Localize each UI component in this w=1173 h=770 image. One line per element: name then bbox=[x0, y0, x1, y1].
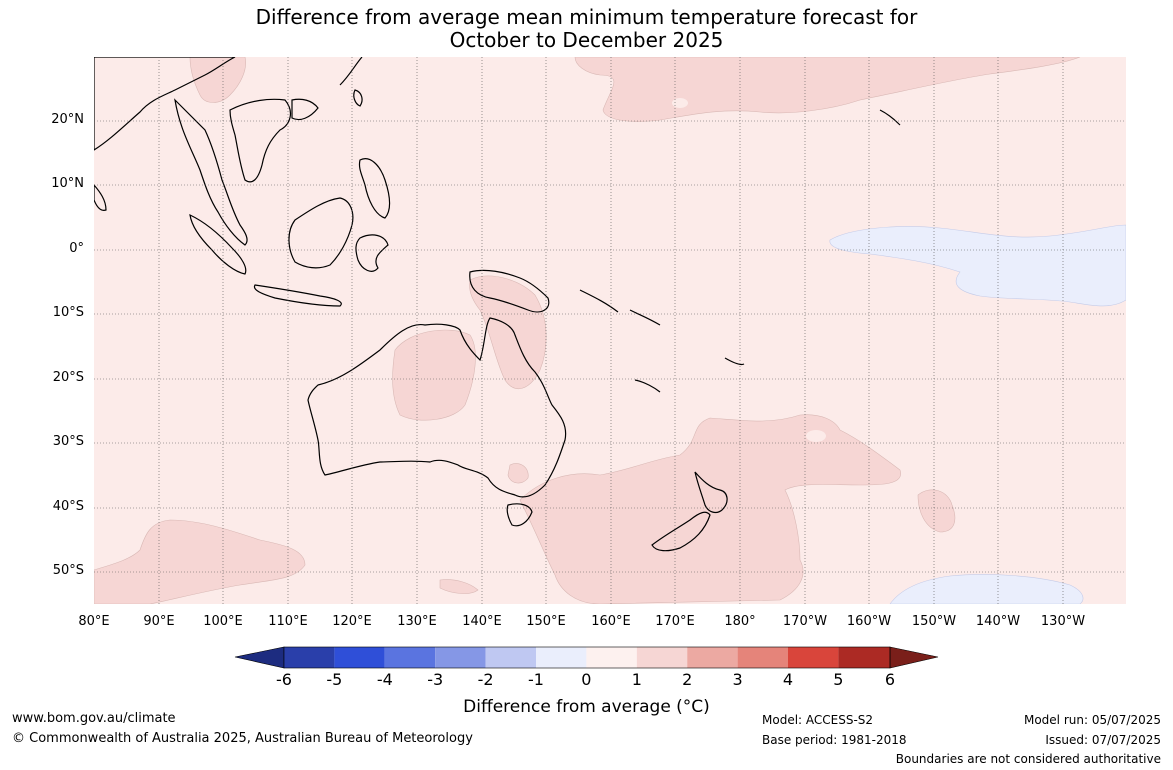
colorbar-segment-4 bbox=[435, 647, 486, 668]
lon-label-150e: 150°E bbox=[526, 614, 566, 629]
colorbar-extension-high bbox=[889, 646, 939, 669]
lon-label-150w: 150°W bbox=[911, 614, 957, 629]
coastline-philippines bbox=[358, 158, 391, 219]
coastline-borneo bbox=[288, 197, 354, 269]
anomaly-small-2 bbox=[439, 579, 479, 594]
anomaly-minus1-to-0-regions bbox=[829, 224, 1126, 604]
colorbar-extension-low bbox=[234, 646, 285, 669]
lon-label-160e: 160°E bbox=[591, 614, 631, 629]
anomaly-central-pacific-small bbox=[917, 489, 956, 533]
footer-base-period: Base period: 1981-2018 bbox=[762, 733, 907, 747]
footer-issued: Issued: 07/07/2025 bbox=[1045, 733, 1161, 747]
lon-label-90e: 90°E bbox=[143, 614, 175, 629]
lon-label-140e: 140°E bbox=[462, 614, 502, 629]
coastline-java bbox=[253, 284, 342, 307]
coastline-india-tip bbox=[94, 184, 107, 211]
colorbar-segment-3 bbox=[384, 647, 436, 668]
anomaly-small-1 bbox=[507, 463, 529, 484]
coastlines bbox=[94, 57, 901, 552]
colorbar-segment-9 bbox=[687, 647, 738, 668]
anomaly-east-asia bbox=[189, 57, 246, 103]
lon-label-120e: 120°E bbox=[332, 614, 372, 629]
colorbar-tick-minus5: -5 bbox=[326, 670, 343, 689]
colorbar-tick-3: 3 bbox=[732, 670, 743, 689]
lon-label-170e: 170°E bbox=[655, 614, 695, 629]
coastline-australia bbox=[307, 317, 567, 498]
lon-label-140w: 140°W bbox=[975, 614, 1021, 629]
coastline-sulawesi bbox=[355, 234, 389, 272]
lon-label-180: 180° bbox=[724, 614, 756, 629]
lat-label-20s: 20°S bbox=[52, 370, 84, 385]
colorbar bbox=[234, 646, 939, 669]
colorbar-tick-minus4: -4 bbox=[376, 670, 393, 689]
coastline-pacific-islands bbox=[579, 289, 745, 393]
colorbar-tick-5: 5 bbox=[833, 670, 844, 689]
colorbar-segment-1 bbox=[284, 647, 335, 668]
map-area bbox=[94, 57, 1126, 604]
lon-label-170w: 170°W bbox=[782, 614, 828, 629]
colorbar-segment-8 bbox=[636, 647, 688, 668]
coastline-tasmania bbox=[506, 503, 533, 527]
footer-copyright: © Commonwealth of Australia 2025, Austra… bbox=[12, 731, 473, 746]
anomaly-tasman-southwest-pacific bbox=[519, 414, 901, 604]
colorbar-tick-6: 6 bbox=[884, 670, 896, 689]
lat-label-10n: 10°N bbox=[51, 176, 84, 191]
colorbar-tick-0: 0 bbox=[581, 670, 592, 689]
colorbar-segment-12 bbox=[838, 647, 890, 668]
footer-model: Model: ACCESS-S2 bbox=[762, 713, 874, 727]
colorbar-segment-2 bbox=[334, 647, 385, 668]
lat-label-20n: 20°N bbox=[51, 112, 84, 127]
gridlines bbox=[94, 57, 1126, 604]
colorbar-title: Difference from average (°C) bbox=[463, 697, 710, 717]
anomaly-equatorial-pacific bbox=[829, 224, 1126, 307]
map-title-line-2: October to December 2025 bbox=[449, 28, 724, 52]
anomaly-southern-pacific bbox=[889, 574, 1084, 604]
colorbar-frame bbox=[283, 646, 891, 669]
colorbar-segment-5 bbox=[485, 647, 536, 668]
colorbar-segment-10 bbox=[737, 647, 788, 668]
lon-label-80e: 80°E bbox=[78, 614, 110, 629]
footer-model-run: Model run: 05/07/2025 bbox=[1023, 713, 1161, 727]
colorbar-segment-7 bbox=[586, 647, 637, 668]
colorbar-tick-minus6: -6 bbox=[276, 670, 292, 689]
anomaly-north-pacific bbox=[574, 57, 1081, 122]
coastline-hawaii bbox=[879, 109, 901, 126]
lon-label-100e: 100°E bbox=[203, 614, 243, 629]
map-title-line-1: Difference from average mean minimum tem… bbox=[255, 5, 918, 29]
footer-disclaimer: Boundaries are not considered authoritat… bbox=[895, 752, 1161, 766]
colorbar-segment-11 bbox=[788, 647, 839, 668]
colorbar-segment-6 bbox=[536, 647, 587, 668]
lon-label-130e: 130°E bbox=[397, 614, 437, 629]
footer-website: www.bom.gov.au/climate bbox=[12, 711, 176, 726]
coastline-new-zealand-south bbox=[651, 511, 711, 552]
lon-label-160w: 160°W bbox=[846, 614, 892, 629]
lat-label-40s: 40°S bbox=[52, 499, 84, 514]
coastline-new-zealand-north bbox=[694, 471, 728, 514]
colorbar-tick-1: 1 bbox=[631, 670, 642, 689]
coastline-mainland-asia bbox=[94, 57, 292, 246]
lat-label-0: 0° bbox=[69, 241, 84, 256]
anomaly-1-to-2-regions bbox=[94, 57, 1081, 604]
lon-label-110e: 110°E bbox=[268, 614, 308, 629]
lat-label-30s: 30°S bbox=[52, 434, 84, 449]
colorbar-tick-minus3: -3 bbox=[427, 670, 444, 689]
anomaly-southern-ocean-west bbox=[94, 519, 306, 604]
coastline-new-guinea bbox=[469, 269, 550, 313]
colorbar-tick-minus2: -2 bbox=[477, 670, 494, 689]
anomaly-north-australia bbox=[392, 329, 476, 421]
colorbar-tick-minus1: -1 bbox=[528, 670, 544, 689]
colorbar-tick-2: 2 bbox=[682, 670, 693, 689]
coastline-sumatra bbox=[189, 213, 247, 275]
lat-label-50s: 50°S bbox=[52, 563, 84, 578]
colorbar-tick-4: 4 bbox=[782, 670, 794, 689]
lon-label-130w: 130°W bbox=[1040, 614, 1086, 629]
lat-label-10s: 10°S bbox=[52, 305, 84, 320]
coastline-japan-taiwan bbox=[291, 57, 363, 121]
anomaly-holes bbox=[672, 98, 826, 442]
